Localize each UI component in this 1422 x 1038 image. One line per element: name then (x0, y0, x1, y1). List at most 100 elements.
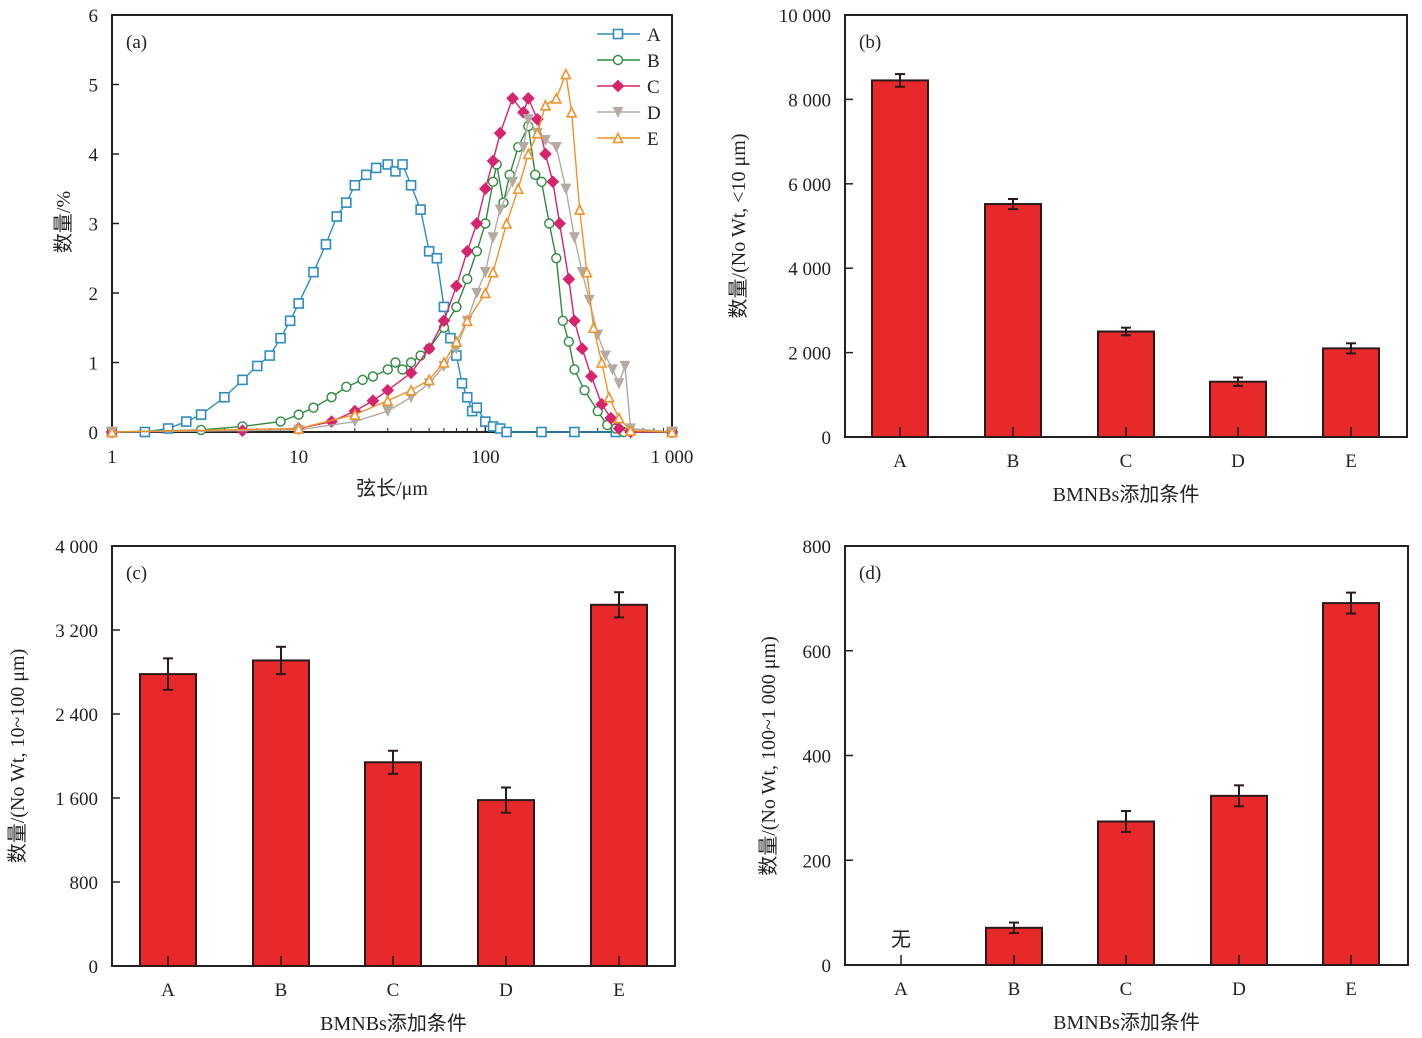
data-point (320, 239, 332, 250)
bar (364, 761, 422, 967)
data-point (341, 197, 352, 208)
x-tick-label: D (1232, 979, 1246, 1000)
data-point (390, 166, 401, 177)
bar (477, 799, 535, 967)
panel-b: 0 2 000 4 000 6 000 8 000 10 000 A B C D E (b) BMNBs… (727, 6, 1408, 506)
data-point (471, 246, 482, 257)
data-point (575, 342, 589, 355)
data-point (461, 391, 473, 403)
legend-label: A (647, 25, 661, 46)
data-point (501, 426, 512, 438)
y-tick-label: 0 (822, 956, 832, 977)
data-point (565, 106, 578, 118)
y-axis-label: 数量/(No Wt, 10~100 μm) (6, 649, 29, 864)
data-point (471, 402, 483, 413)
data-point (251, 360, 263, 372)
bar (1210, 794, 1268, 966)
data-point (487, 265, 499, 278)
data-point (517, 141, 529, 153)
y-tick-label: 4 000 (55, 537, 98, 558)
bar (871, 79, 929, 438)
data-point (493, 126, 507, 140)
y-tick-label: 8 000 (788, 90, 831, 111)
y-tick-label: 0 (89, 423, 99, 444)
data-point (607, 364, 618, 376)
y-tick-label: 5 (89, 76, 99, 97)
y-tick-label: 10 000 (779, 6, 831, 27)
legend-item: C (597, 77, 660, 98)
x-tick-label: E (1345, 979, 1357, 1000)
y-tick-label: 2 (89, 284, 99, 305)
data-point (284, 315, 296, 327)
data-point (494, 204, 506, 216)
data-point (349, 179, 361, 191)
bar (252, 659, 310, 967)
x-tick-label: B (1007, 451, 1020, 472)
data-point (613, 411, 625, 424)
data-point (553, 217, 566, 230)
data-point (405, 384, 417, 396)
y-tick-label: 6 (89, 6, 99, 27)
data-point (461, 314, 474, 327)
data-point (470, 217, 484, 230)
data-point (162, 423, 174, 434)
x-tick-label: E (613, 980, 625, 1001)
y-tick-label: 800 (70, 873, 99, 894)
data-point (106, 425, 118, 438)
x-tick-label: C (387, 980, 400, 1001)
data-point (487, 176, 499, 188)
data-point (349, 408, 361, 420)
y-tick-label: 3 (89, 215, 99, 236)
data-point (562, 272, 576, 286)
y-tick-label: 1 (89, 354, 99, 375)
data-point (341, 381, 352, 393)
data-point (539, 99, 552, 111)
legend-marker (612, 131, 624, 144)
x-tick-label: D (1231, 451, 1245, 472)
y-tick-label: 6 000 (788, 175, 831, 196)
data-point (237, 374, 248, 386)
data-point (599, 350, 611, 362)
data-point (450, 335, 463, 347)
data-point (180, 416, 192, 427)
data-point (478, 182, 492, 196)
legend-label: B (647, 51, 660, 72)
data-point (536, 426, 547, 438)
data-point (585, 370, 598, 383)
panel-label: (d) (859, 563, 881, 584)
data-point (595, 356, 608, 368)
legend-item: D (597, 103, 661, 124)
data-point (382, 406, 394, 417)
data-point (381, 383, 395, 397)
y-tick-label: 4 (89, 145, 99, 166)
data-point (422, 342, 436, 355)
x-tick-label: C (1120, 451, 1133, 472)
data-point (219, 391, 230, 403)
data-point (568, 232, 580, 244)
data-point (450, 279, 463, 293)
data-point (264, 350, 276, 361)
data-point (275, 332, 286, 344)
data-point (573, 203, 586, 215)
x-tick-label: A (161, 980, 175, 1001)
data-point (536, 176, 547, 188)
error-bar (1234, 784, 1244, 808)
data-point (506, 92, 519, 105)
series-C (105, 92, 679, 439)
data-point (479, 286, 492, 299)
y-tick-label: 3 200 (55, 621, 98, 642)
legend-label: C (647, 77, 660, 98)
data-point (423, 373, 435, 386)
error-bar (501, 786, 511, 814)
x-axis-label: 弦长/μm (356, 477, 428, 500)
y-tick-label: 1 600 (55, 789, 98, 810)
error-bar (1121, 810, 1131, 833)
data-point (382, 364, 393, 375)
legend-marker (611, 79, 625, 93)
data-point (370, 162, 382, 174)
data-point (544, 218, 555, 229)
x-tick-label: 10 (289, 447, 308, 468)
bar (1322, 347, 1380, 439)
